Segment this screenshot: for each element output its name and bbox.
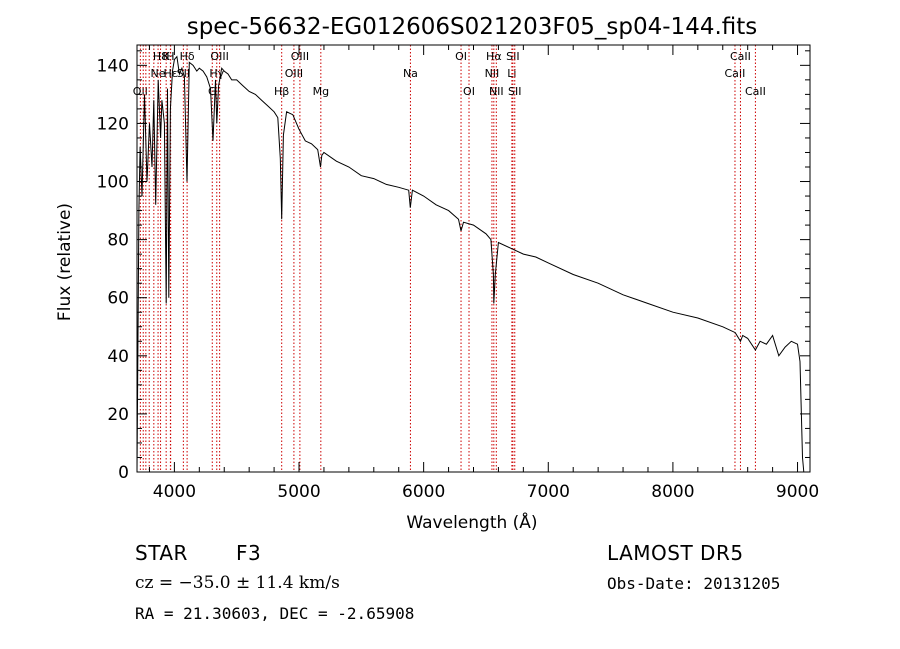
marker-label: K (163, 50, 171, 63)
redshift-line: cz = −35.0 ± 11.4 km/s (135, 573, 340, 593)
marker-label: SII (508, 85, 521, 98)
x-tick-label: 8000 (651, 482, 694, 502)
emission-line-markers: OIINeH8KHHεSIIHδGHγOIIIHβOIIIOIIIMgNaOIO… (133, 45, 766, 472)
y-axis: 0 20 40 60 80 100 120 140 (97, 50, 810, 483)
y-tick-label: 40 (107, 347, 129, 367)
y-tick-label: 140 (97, 56, 129, 76)
marker-label: OI (455, 50, 467, 63)
coordinates: RA = 21.30603, DEC = -2.65908 (135, 604, 415, 623)
marker-label: OIII (210, 50, 228, 63)
y-tick-label: 100 (97, 173, 129, 193)
marker-label: SII (506, 50, 519, 63)
chart-title: spec-56632-EG012606S021203F05_sp04-144.f… (187, 14, 758, 40)
x-axis-label: Wavelength (Å) (406, 511, 537, 533)
x-tick-label: 4000 (153, 482, 196, 502)
y-tick-label: 20 (107, 405, 129, 425)
marker-label: Li (507, 67, 516, 80)
marker-label: Hε (164, 67, 178, 80)
survey-name: LAMOST DR5 (607, 541, 744, 565)
observation-date: Obs-Date: 20131205 (607, 574, 781, 593)
marker-label: NII (485, 67, 500, 80)
marker-label: OI (463, 85, 475, 98)
marker-label: OIII (291, 50, 309, 63)
marker-label: Hα (486, 50, 502, 63)
marker-label: Hβ (274, 85, 289, 98)
spectral-subclass: F3 (236, 541, 262, 565)
object-class: STAR (135, 541, 188, 565)
x-tick-label: 5000 (277, 482, 320, 502)
marker-label: NII (489, 85, 504, 98)
x-axis: 4000 5000 6000 7000 8000 9000 (148, 45, 819, 502)
y-tick-label: 120 (97, 114, 129, 134)
plot-frame (136, 44, 811, 473)
marker-label: CaII (745, 85, 766, 98)
x-tick-label: 9000 (776, 482, 819, 502)
spectrum-line (136, 55, 805, 473)
marker-label: G (208, 85, 217, 98)
y-tick-label: 0 (118, 463, 129, 483)
x-tick-label: 6000 (402, 482, 445, 502)
x-tick-label: 7000 (527, 482, 570, 502)
marker-label: Hγ (209, 67, 224, 80)
y-tick-label: 80 (107, 231, 129, 251)
marker-label: Ne (151, 67, 166, 80)
marker-label: CaII (730, 50, 751, 63)
marker-label: Hδ (180, 50, 195, 63)
y-tick-label: 60 (107, 289, 129, 309)
marker-label: OIII (285, 67, 303, 80)
y-axis-label: Flux (relative) (55, 203, 75, 321)
marker-label: Mg (313, 85, 329, 98)
marker-label: CaII (725, 67, 746, 80)
marker-label: Na (403, 67, 418, 80)
marker-label: H8 (153, 50, 168, 63)
